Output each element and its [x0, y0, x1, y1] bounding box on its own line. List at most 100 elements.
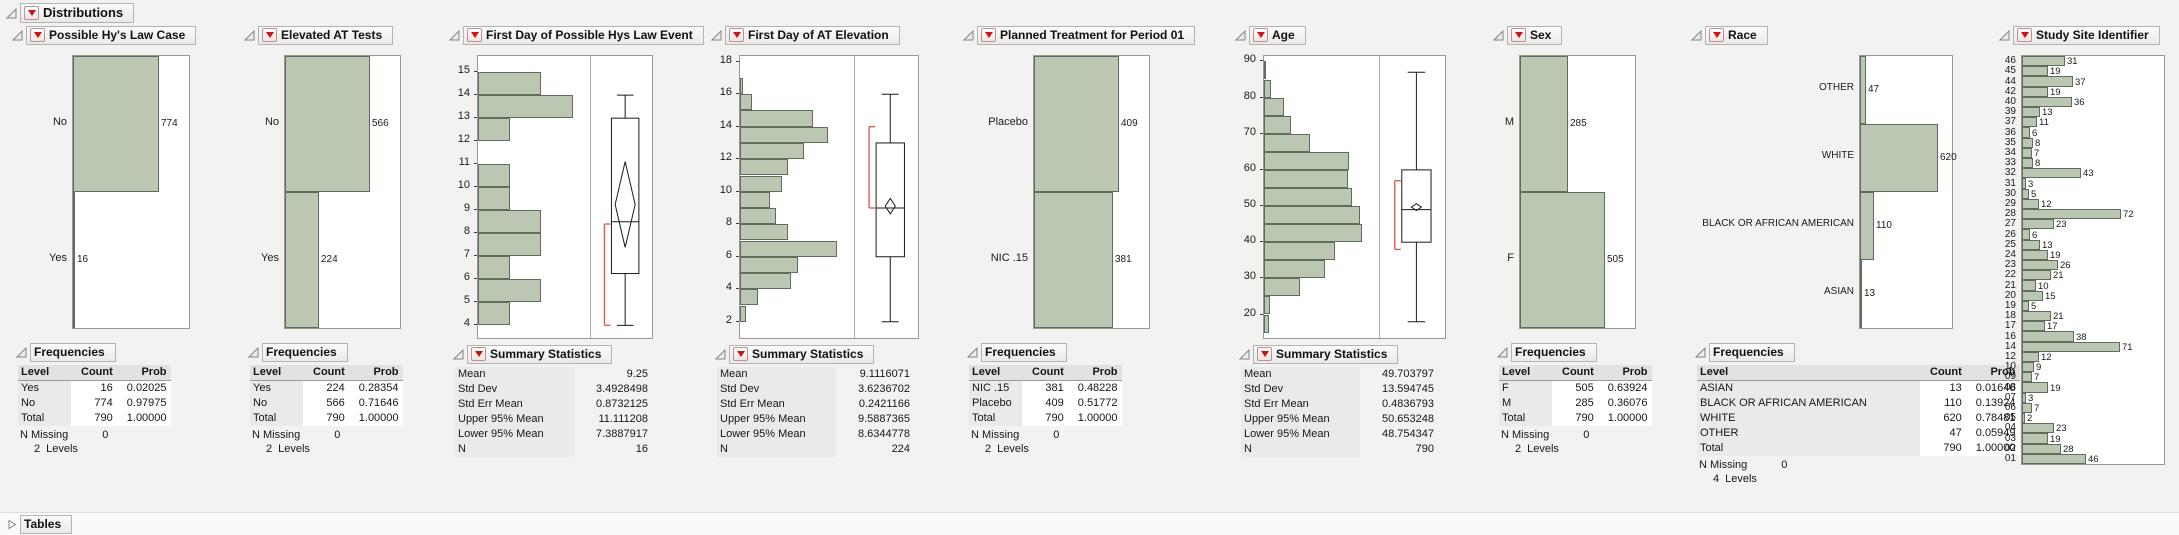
- panel-sex-title-box[interactable]: Sex: [1507, 26, 1563, 45]
- histogram-bar[interactable]: [2022, 331, 2074, 342]
- histogram-bar[interactable]: [740, 94, 752, 111]
- histogram-bar[interactable]: [1264, 242, 1335, 261]
- histogram-bar[interactable]: [2022, 280, 2036, 291]
- histogram-bar[interactable]: [740, 143, 804, 160]
- histogram-bar[interactable]: [2022, 148, 2032, 158]
- disclosure-open-icon[interactable]: [1497, 347, 1508, 358]
- distributions-title-box[interactable]: Distributions: [20, 3, 135, 23]
- histogram-bar[interactable]: [1860, 124, 1938, 192]
- tables-title-box[interactable]: Tables: [20, 514, 73, 534]
- histogram-bar[interactable]: [478, 302, 510, 326]
- histogram-bar[interactable]: [740, 273, 791, 290]
- histogram-bar[interactable]: [2022, 87, 2048, 97]
- disclosure-open-icon[interactable]: [967, 347, 978, 358]
- histogram-bar[interactable]: [740, 208, 776, 225]
- histogram-bar[interactable]: [740, 175, 782, 192]
- histogram-bar[interactable]: [2022, 117, 2037, 127]
- disclosure-open-icon[interactable]: [1493, 30, 1504, 41]
- histogram-bar[interactable]: [2022, 66, 2048, 76]
- histogram-bar[interactable]: [478, 233, 541, 257]
- histogram-bar[interactable]: [478, 118, 510, 142]
- histogram-bar[interactable]: [740, 224, 788, 241]
- histogram-bar[interactable]: [2022, 189, 2029, 199]
- disclosure-open-icon[interactable]: [715, 349, 726, 360]
- frequencies-title-box[interactable]: Frequencies: [1709, 343, 1795, 362]
- histogram-bar[interactable]: [1264, 79, 1271, 98]
- histogram-bar[interactable]: [2022, 352, 2039, 362]
- red-triangle-menu-button[interactable]: [30, 28, 45, 42]
- disclosure-open-icon[interactable]: [1999, 30, 2010, 41]
- disclosure-open-icon[interactable]: [6, 7, 17, 19]
- frequencies-title-box[interactable]: Frequencies: [262, 343, 348, 362]
- disclosure-open-icon[interactable]: [16, 347, 27, 358]
- histogram-bar[interactable]: [2022, 168, 2081, 178]
- histogram-bar[interactable]: [1264, 61, 1266, 80]
- summary-statistics-title-box[interactable]: Summary Statistics: [467, 345, 613, 364]
- histogram-bar[interactable]: [2022, 240, 2040, 250]
- histogram-bar[interactable]: [2022, 56, 2065, 66]
- histogram-bar[interactable]: [2022, 127, 2030, 138]
- histogram-bar[interactable]: [2022, 433, 2048, 444]
- red-triangle-menu-button[interactable]: [467, 28, 482, 42]
- histogram-bar[interactable]: [740, 305, 746, 322]
- histogram-bar[interactable]: [285, 192, 319, 328]
- red-triangle-menu-button[interactable]: [262, 28, 277, 42]
- panel-first-day-of-possible-hys-law-event-title-box[interactable]: First Day of Possible Hys Law Event: [463, 26, 704, 45]
- histogram-bar[interactable]: [1264, 97, 1284, 116]
- histogram-bar[interactable]: [478, 279, 541, 303]
- histogram-bar[interactable]: [2022, 362, 2034, 372]
- histogram-bar[interactable]: [2022, 423, 2054, 433]
- histogram-bar[interactable]: [740, 289, 758, 306]
- disclosure-open-icon[interactable]: [449, 30, 460, 41]
- panel-planned-treatment-for-period-01-title-box[interactable]: Planned Treatment for Period 01: [977, 26, 1196, 45]
- histogram-bar[interactable]: [740, 256, 798, 273]
- histogram-bar[interactable]: [1264, 133, 1310, 152]
- histogram-bar[interactable]: [1264, 169, 1348, 188]
- disclosure-open-icon[interactable]: [453, 349, 464, 360]
- disclosure-open-icon[interactable]: [12, 30, 23, 41]
- frequencies-title-box[interactable]: Frequencies: [30, 343, 116, 362]
- histogram-bar[interactable]: [2022, 219, 2054, 229]
- red-triangle-menu-button[interactable]: [1257, 347, 1272, 361]
- histogram-bar[interactable]: [2022, 382, 2048, 393]
- histogram-bar[interactable]: [1264, 260, 1325, 279]
- histogram-bar[interactable]: [740, 159, 788, 176]
- histogram-bar[interactable]: [1264, 296, 1270, 315]
- histogram-bar[interactable]: [2022, 107, 2040, 117]
- disclosure-open-icon[interactable]: [1695, 347, 1706, 358]
- disclosure-collapsed-icon[interactable]: [6, 519, 17, 530]
- red-triangle-menu-button[interactable]: [24, 5, 39, 20]
- disclosure-open-icon[interactable]: [1691, 30, 1702, 41]
- histogram-bar[interactable]: [1860, 260, 1862, 328]
- histogram-bar[interactable]: [1264, 188, 1352, 207]
- histogram-bar[interactable]: [1860, 192, 1874, 260]
- panel-age-title-box[interactable]: Age: [1249, 26, 1306, 45]
- histogram-bar[interactable]: [1264, 278, 1300, 297]
- histogram-bar[interactable]: [740, 110, 813, 127]
- histogram-bar[interactable]: [73, 56, 159, 192]
- histogram-bar[interactable]: [1264, 314, 1269, 333]
- histogram-bar[interactable]: [740, 191, 770, 208]
- panel-elevated-at-tests-title-box[interactable]: Elevated AT Tests: [258, 26, 394, 45]
- histogram-bar[interactable]: [2022, 270, 2051, 280]
- red-triangle-menu-button[interactable]: [981, 28, 996, 42]
- disclosure-open-icon[interactable]: [1239, 349, 1250, 360]
- histogram-bar[interactable]: [740, 77, 743, 95]
- disclosure-open-icon[interactable]: [248, 347, 259, 358]
- histogram-bar[interactable]: [2022, 199, 2039, 209]
- histogram-bar[interactable]: [1034, 192, 1113, 328]
- histogram-bar[interactable]: [2022, 291, 2043, 301]
- histogram-bar[interactable]: [2022, 403, 2032, 413]
- panel-first-day-of-at-elevation-title-box[interactable]: First Day of AT Elevation: [725, 26, 900, 45]
- frequencies-title-box[interactable]: Frequencies: [1511, 343, 1597, 362]
- histogram-bar[interactable]: [1264, 224, 1362, 243]
- histogram-bar[interactable]: [2022, 76, 2073, 87]
- histogram-bar[interactable]: [2022, 321, 2045, 331]
- panel-possible-hys-law-case-title-box[interactable]: Possible Hy's Law Case: [26, 26, 197, 45]
- red-triangle-menu-button[interactable]: [729, 28, 744, 42]
- histogram-bar[interactable]: [2022, 209, 2121, 219]
- histogram-bar[interactable]: [73, 192, 75, 328]
- red-triangle-menu-button[interactable]: [1709, 28, 1724, 42]
- red-triangle-menu-button[interactable]: [471, 347, 486, 361]
- red-triangle-menu-button[interactable]: [733, 347, 748, 361]
